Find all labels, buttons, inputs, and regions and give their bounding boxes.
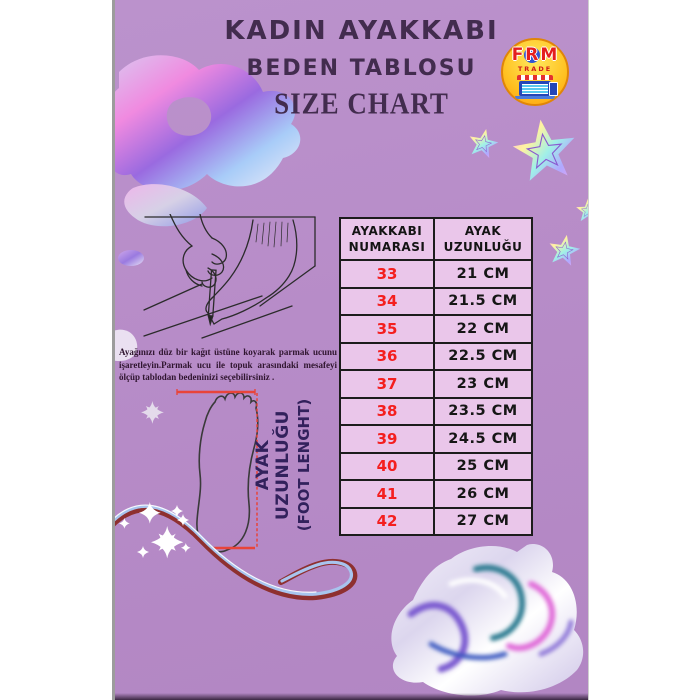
table-row: 37 23 CM: [339, 369, 533, 399]
title-line-tr-1: KADIN AYAKKABI: [224, 16, 499, 46]
title-line-en: SIZE CHART: [274, 85, 449, 121]
title-line-tr-2: BEDEN TABLOSU: [246, 56, 477, 81]
sparkle-icon: [139, 502, 161, 524]
table-row: 39 24.5 CM: [339, 424, 533, 454]
sparkle-icon: [137, 546, 149, 558]
table-row: 38 23.5 CM: [339, 396, 533, 426]
holographic-foil-decoration: [391, 544, 584, 696]
star-icon: [465, 125, 501, 160]
foot-length-cell: 27 CM: [433, 506, 533, 536]
shoe-size-cell: 38: [339, 396, 435, 426]
shoe-size-cell: 42: [339, 506, 435, 536]
shoe-size-cell: 36: [339, 341, 435, 371]
pencil-icon: [207, 269, 217, 327]
measure-lines: [176, 389, 258, 550]
shoe-size-cell: 33: [339, 259, 435, 289]
table-row: 36 22.5 CM: [339, 341, 533, 371]
foot-outline-diagram: [176, 389, 259, 553]
shoe-size-cell: 34: [339, 286, 435, 316]
table-row: 34 21.5 CM: [339, 286, 533, 316]
page-title: KADIN AYAKKABI BEDEN TABLOSU SIZE CHART: [125, 16, 588, 121]
poster-bottom-edge: [115, 693, 588, 700]
table-body: 33 21 CM 34 21.5 CM 35 22 CM 36 22.5 CM 37 23 CM 3…: [339, 259, 533, 536]
storefront-awning-icon: [517, 75, 553, 80]
header-foot-length: AYAK UZUNLUĞU: [433, 217, 533, 261]
table-row: 42 27 CM: [339, 506, 533, 536]
table-row: 41 26 CM: [339, 479, 533, 509]
holographic-claw-decoration: [115, 55, 301, 227]
shoe-size-cell: 37: [339, 369, 435, 399]
holographic-droplet-decoration: [115, 250, 144, 361]
sparkle-icon: [171, 505, 183, 517]
foot-length-cell: 22.5 CM: [433, 341, 533, 371]
size-chart-table: AYAKKABI NUMARASI AYAK UZUNLUĞU 33 21 CM 3…: [339, 217, 533, 536]
foot-length-cell: 21.5 CM: [433, 286, 533, 316]
shoe-size-cell: 41: [339, 479, 435, 509]
logo-letter-m: M: [540, 45, 559, 65]
sparkle-icon: [139, 400, 166, 426]
star-icon: [508, 114, 581, 184]
table-row: 35 22 CM: [339, 314, 533, 344]
shoe-size-cell: 39: [339, 424, 435, 454]
foot-length-cell: 23.5 CM: [433, 396, 533, 426]
sparkle-icon: [119, 518, 130, 529]
poster-background: KADIN AYAKKABI BEDEN TABLOSU SIZE CHART …: [112, 0, 589, 700]
sparkles-decoration: [119, 400, 191, 560]
laptop-screen: [522, 83, 548, 94]
measurement-instructions: Ayağınızı düz bir kağıt üstüne koyarak p…: [119, 347, 337, 383]
laptop-icon: [515, 81, 555, 99]
foot-length-cell: 26 CM: [433, 479, 533, 509]
laptop-base: [515, 96, 555, 99]
foot-length-cell: 25 CM: [433, 451, 533, 481]
logo-subtext: TRADE: [517, 65, 553, 73]
sparkle-icon: [177, 514, 189, 526]
sparkle-icon: [181, 543, 191, 553]
header-shoe-number: AYAKKABI NUMARASI: [339, 217, 435, 261]
foot-length-cell: 22 CM: [433, 314, 533, 344]
foot-length-cell: 21 CM: [433, 259, 533, 289]
star-icon: [545, 231, 583, 268]
shoe-size-cell: 40: [339, 451, 435, 481]
table-row: 33 21 CM: [339, 259, 533, 289]
phone-icon: [549, 82, 558, 96]
shoe-size-cell: 35: [339, 314, 435, 344]
logo-letter-r-badge: R: [524, 44, 541, 65]
logo-letter-f: F: [511, 45, 525, 65]
sparkle-icon: [150, 525, 185, 560]
table-row: 40 25 CM: [339, 451, 533, 481]
foot-length-cell: 23 CM: [433, 369, 533, 399]
logo-letter-r: R: [525, 44, 540, 65]
table-header-row: AYAKKABI NUMARASI AYAK UZUNLUĞU: [339, 217, 533, 261]
foot-measuring-illustration: [143, 214, 316, 339]
star-icon: [575, 198, 588, 222]
foot-length-cell: 24.5 CM: [433, 424, 533, 454]
ribbon-swoosh-decoration: [115, 504, 358, 601]
